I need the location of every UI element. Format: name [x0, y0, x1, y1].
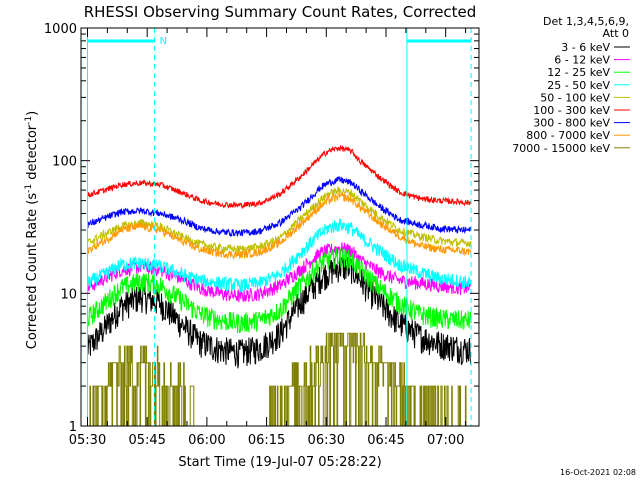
legend-label: 25 - 50 keV — [547, 79, 610, 92]
legend-label: 300 - 800 keV — [533, 117, 610, 130]
series-line — [87, 190, 472, 260]
y-tick-label: 1 — [69, 420, 77, 435]
x-tick-label: 07:00 — [427, 433, 464, 448]
x-tick-label: 06:00 — [188, 433, 225, 448]
series-path — [87, 145, 472, 209]
x-tick-label: 05:30 — [69, 433, 106, 448]
chart-title: RHESSI Observing Summary Count Rates, Co… — [84, 3, 477, 21]
y-axis-label-sup2: -1 — [24, 116, 34, 125]
legend-label: 50 - 100 keV — [540, 91, 610, 104]
x-axis: 05:30 05:45 06:00 06:15 06:30 06:45 07:00 — [69, 28, 467, 448]
x-tick-label: 05:45 — [128, 433, 165, 448]
y-tick-label: 10 — [60, 287, 77, 302]
night-marker-label: N — [160, 36, 167, 47]
x-tick-label: 06:15 — [248, 433, 285, 448]
y-axis-label: Corrected Count Rate (s-1 detector-1) — [24, 111, 40, 349]
series-path — [87, 332, 472, 426]
series-line — [87, 332, 472, 426]
y-tick-label: 100 — [52, 155, 77, 170]
legend-label: 100 - 300 keV — [533, 104, 610, 117]
y-axis-label-main: Corrected Count Rate (s — [25, 193, 40, 350]
y-axis: 1000 100 10 1 — [44, 22, 479, 435]
y-axis-label-end: ) — [25, 111, 40, 116]
legend-label: 6 - 12 keV — [554, 54, 610, 67]
footer-timestamp: 16-Oct-2021 02:08 — [560, 468, 636, 477]
x-tick-label: 06:30 — [308, 433, 345, 448]
legend-header-line1: Det 1,3,4,5,6,9, — [543, 15, 629, 28]
x-tick-label: 06:45 — [367, 433, 404, 448]
legend-header-line2: Att 0 — [603, 27, 629, 40]
series-path — [87, 190, 472, 260]
legend-label: 800 - 7000 keV — [526, 129, 610, 142]
plot-area: N — [86, 28, 472, 426]
x-axis-label: Start Time (19-Jul-07 05:28:22) — [178, 455, 381, 470]
y-axis-label-sup1: -1 — [24, 184, 34, 193]
series-line — [87, 145, 472, 209]
legend-label: 12 - 25 keV — [547, 66, 610, 79]
legend-label: 3 - 6 keV — [561, 41, 610, 54]
y-tick-label: 1000 — [44, 22, 77, 37]
y-axis-label-mid: detector — [25, 124, 40, 184]
plot-frame — [80, 27, 480, 427]
legend-label: 7000 - 15000 keV — [512, 142, 610, 155]
